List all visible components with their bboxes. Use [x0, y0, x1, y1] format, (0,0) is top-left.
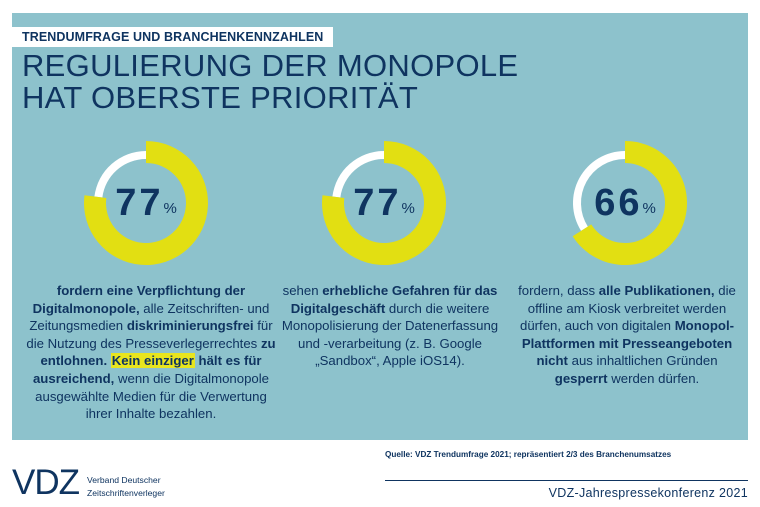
donut-chart-3: 66 % [560, 138, 690, 268]
footer-divider [385, 480, 748, 481]
stat-unit: % [642, 199, 656, 217]
bold-text: nicht [536, 353, 568, 369]
bold-text: hält es für [194, 353, 262, 369]
bold-text: Plattformen mit Presseangeboten [521, 335, 733, 351]
description-line: Monopolisierung der Datenerfassung [272, 317, 508, 335]
description-line: ausreichend, wenn die Digitalmonopole [26, 370, 276, 388]
stat-unit: % [163, 199, 177, 217]
title-line-2: HAT OBERSTE PRIORITÄT [22, 80, 419, 115]
description-line: fordern eine Verpflichtung der [26, 282, 276, 300]
bold-text: Monopol- [674, 318, 735, 334]
description-line: offline am Kiosk verbreitet werden [508, 300, 746, 318]
org-line-2: Zeitschriftenverleger [87, 488, 165, 498]
event-label: VDZ-Jahrespressekonferenz 2021 [548, 486, 748, 500]
vdz-logo: VDZ [12, 463, 80, 502]
text: und -verarbeitung (z. B. Google [298, 335, 482, 351]
bold-text: gesperrt [554, 370, 608, 386]
donut-remainder-arc [332, 151, 384, 198]
stat-description-3: fordern, dass alle Publikationen, die off… [508, 282, 746, 388]
description-line: Plattformen mit Presseangeboten [508, 335, 746, 353]
description-line: gesperrt werden dürfen. [508, 370, 746, 388]
description-line: Zeitungsmedien diskriminierungsfrei für [26, 317, 276, 335]
text: die Nutzung des Presseverlegerrechtes [26, 335, 261, 351]
bold-text: entlohnen. [40, 353, 111, 369]
donut-svg [84, 141, 208, 265]
description-line: die Nutzung des Presseverlegerrechtes zu [26, 335, 276, 353]
bold-text: fordern eine Verpflichtung der [56, 283, 246, 298]
stat-value: 77 [353, 181, 402, 224]
donut-svg [572, 141, 687, 265]
text: werden dürfen. [607, 370, 700, 386]
bold-text: diskriminierungsfrei [126, 318, 254, 334]
text: aus inhaltlichen Gründen [567, 353, 718, 369]
donut-value-arc [572, 141, 687, 265]
description-line: und -verarbeitung (z. B. Google [272, 335, 508, 353]
donut-remainder-arc [573, 151, 625, 231]
text: wenn die Digitalmonopole [114, 370, 270, 386]
stat-unit: % [401, 199, 415, 217]
text: sehen [282, 283, 323, 298]
description-line: sehen erhebliche Gefahren für das [272, 282, 508, 300]
text: alle Zeitschriften- und [139, 300, 270, 316]
donut-chart-1: 77 % [81, 138, 211, 268]
infographic-panel [12, 13, 748, 440]
page-title: REGULIERUNG DER MONOPOLE HAT OBERSTE PRI… [22, 50, 518, 114]
section-kicker: TRENDUMFRAGE UND BRANCHENKENNZAHLEN [12, 27, 334, 47]
bold-text: alle Publikationen, [598, 283, 715, 298]
description-line: nicht aus inhaltlichen Gründen [508, 352, 746, 370]
text: Monopolisierung der Datenerfassung [281, 318, 499, 334]
description-line: entlohnen. Kein einziger hält es für [26, 352, 276, 370]
donut-chart-2: 77 % [319, 138, 449, 268]
text: „Sandbox“, Apple iOS14). [315, 353, 465, 369]
text: offline am Kiosk verbreitet werden [527, 300, 727, 316]
highlighted-text: Kein einziger [110, 353, 195, 369]
bold-text: zu [260, 335, 276, 351]
bold-text: ausreichend, [32, 370, 115, 386]
stat-value: 66 [594, 181, 643, 224]
donut-svg [322, 141, 446, 265]
donut-value-arc [322, 141, 446, 265]
text: ihrer Inhalte bezahlen. [85, 406, 217, 422]
stat-description-2: sehen erhebliche Gefahren für das Digital… [272, 282, 508, 370]
description-line: Digitalgeschäft durch die weitere [272, 300, 508, 318]
text: fordern, dass [518, 283, 599, 298]
text: Zeitungsmedien [29, 318, 127, 334]
org-line-1: Verband Deutscher [87, 475, 161, 485]
description-line: „Sandbox“, Apple iOS14). [272, 352, 508, 370]
text: durch die weitere [385, 300, 490, 316]
description-line: dürfen, auch von digitalen Monopol- [508, 317, 746, 335]
donut-value-arc [84, 141, 208, 265]
text: ausgewählte Medien für die Verwertung [35, 388, 267, 404]
description-line: ihrer Inhalte bezahlen. [26, 405, 276, 423]
bold-text: Digitalmonopole, [32, 300, 140, 316]
stat-value: 77 [115, 181, 164, 224]
title-line-1: REGULIERUNG DER MONOPOLE [22, 48, 519, 83]
source-note: Quelle: VDZ Trendumfrage 2021; repräsent… [385, 450, 672, 459]
bold-text: Digitalgeschäft [290, 300, 386, 316]
donut-remainder-arc [94, 151, 146, 198]
text: die [714, 283, 736, 298]
bold-text: erhebliche Gefahren für das [322, 283, 498, 298]
description-line: ausgewählte Medien für die Verwertung [26, 388, 276, 406]
stat-description-1: fordern eine Verpflichtung der Digitalmon… [26, 282, 276, 423]
organization-name: Verband Deutscher Zeitschriftenverleger [87, 474, 165, 500]
description-line: fordern, dass alle Publikationen, die [508, 282, 746, 300]
description-line: Digitalmonopole, alle Zeitschriften- und [26, 300, 276, 318]
text: dürfen, auch von digitalen [519, 318, 675, 334]
text: für [253, 318, 273, 334]
